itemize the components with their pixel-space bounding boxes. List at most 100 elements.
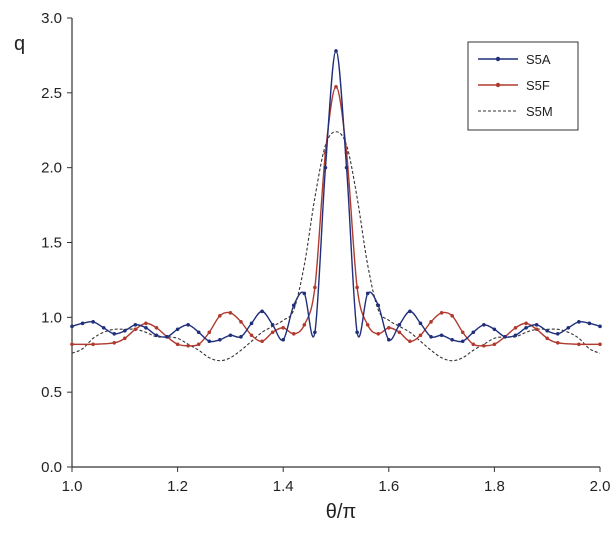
data-point-s5a: [376, 303, 381, 308]
x-tick-label: 2.0: [590, 478, 611, 495]
data-point-s5f: [186, 343, 190, 348]
data-point-s5f: [260, 339, 264, 344]
data-point-s5f: [365, 323, 370, 327]
data-point-s5a: [239, 334, 243, 339]
data-point-s5f: [239, 320, 243, 324]
data-point-s5f: [228, 311, 233, 315]
data-point-s5a: [598, 324, 602, 329]
data-point-s5a: [196, 330, 201, 335]
series-s5a: [70, 49, 602, 344]
data-point-s5a: [133, 323, 138, 327]
data-point-s5f: [270, 330, 275, 335]
data-point-s5f: [450, 314, 454, 318]
data-point-s5a: [302, 291, 307, 296]
data-point-s5f: [492, 342, 497, 347]
data-point-s5f: [376, 331, 381, 336]
data-point-s5f: [196, 342, 201, 347]
data-point-s5a: [91, 320, 95, 324]
data-point-s5a: [334, 49, 338, 53]
data-point-s5a: [323, 165, 328, 170]
x-tick-label: 1.6: [378, 478, 399, 495]
x-axis-title: θ/π: [326, 501, 356, 523]
y-tick-label: 0.5: [41, 384, 62, 401]
data-point-s5a: [555, 331, 560, 336]
x-tick-label: 1.2: [167, 478, 188, 495]
legend-marker-s5f: [495, 82, 501, 88]
data-point-s5f: [598, 342, 602, 347]
data-point-s5f: [524, 321, 528, 326]
data-point-s5f: [387, 326, 391, 330]
data-point-s5a: [281, 337, 286, 342]
y-tick-label: 3.0: [41, 10, 62, 27]
data-point-s5f: [471, 342, 476, 347]
data-point-s5a: [355, 330, 359, 335]
data-point-s5a: [408, 309, 412, 314]
data-point-s5a: [471, 330, 476, 335]
data-point-s5f: [291, 331, 296, 336]
data-point-s5a: [545, 329, 549, 333]
data-point-s5f: [397, 330, 402, 335]
data-point-s5a: [450, 337, 454, 342]
data-point-s5f: [302, 323, 307, 327]
data-point-s5a: [418, 321, 423, 326]
x-tick-label: 1.0: [62, 478, 83, 495]
data-point-s5a: [503, 334, 507, 339]
data-point-s5a: [460, 339, 465, 344]
legend-label-s5m: S5M: [526, 104, 553, 119]
data-point-s5a: [429, 334, 433, 339]
data-point-s5a: [270, 323, 275, 327]
data-point-s5a: [534, 323, 539, 327]
data-point-s5a: [144, 326, 148, 330]
legend: S5A S5F S5M: [467, 41, 579, 131]
data-point-s5a: [186, 323, 190, 327]
data-point-s5a: [218, 337, 222, 342]
data-point-s5a: [439, 333, 444, 338]
data-point-s5f: [133, 327, 138, 332]
data-point-s5f: [439, 311, 444, 315]
x-tick-label: 1.8: [484, 478, 505, 495]
data-point-s5a: [387, 337, 391, 342]
data-point-s5f: [154, 326, 159, 330]
data-point-s5f: [482, 343, 486, 348]
data-point-s5f: [577, 342, 581, 347]
data-point-s5a: [101, 326, 106, 330]
data-point-s5f: [334, 85, 338, 89]
axes: 1.0 1.2 1.4 1.6 1.8 2.0 0.0 0.5 1.0 1.5 2.0 2.5 3.0: [41, 10, 610, 495]
series-s5f: [70, 85, 602, 348]
data-point-s5f: [112, 340, 117, 345]
data-point-s5a: [291, 303, 296, 308]
data-point-s5f: [91, 342, 95, 347]
legend-label-s5a: S5A: [526, 52, 551, 67]
data-point-s5a: [175, 327, 180, 332]
data-point-s5f: [408, 339, 412, 344]
data-point-s5f: [313, 285, 317, 290]
data-point-s5a: [344, 165, 349, 170]
data-point-s5f: [249, 333, 254, 338]
data-point-s5a: [249, 321, 254, 326]
data-point-s5a: [566, 326, 571, 330]
data-point-s5f: [70, 342, 74, 347]
data-point-s5f: [418, 333, 423, 338]
y-tick-label: 1.0: [41, 309, 62, 326]
y-axis-title: q: [14, 33, 25, 55]
data-point-s5f: [218, 314, 222, 318]
data-point-s5a: [587, 321, 592, 326]
data-point-s5f: [207, 330, 212, 335]
data-point-s5a: [165, 334, 169, 339]
data-point-s5f: [355, 285, 359, 290]
data-point-s5f: [513, 326, 518, 330]
data-point-s5a: [492, 327, 497, 332]
data-point-s5a: [513, 333, 518, 338]
data-point-s5a: [112, 331, 117, 336]
data-point-s5a: [154, 333, 159, 338]
legend-box: [467, 41, 579, 131]
series-line-s5m: [71, 131, 601, 362]
series-s5m: [71, 131, 601, 362]
data-point-s5a: [397, 323, 402, 327]
data-point-s5f: [555, 340, 560, 345]
data-point-s5a: [313, 330, 317, 335]
data-point-s5a: [228, 333, 233, 338]
x-tick-label: 1.4: [273, 478, 294, 495]
y-tick-label: 0.0: [41, 459, 62, 476]
